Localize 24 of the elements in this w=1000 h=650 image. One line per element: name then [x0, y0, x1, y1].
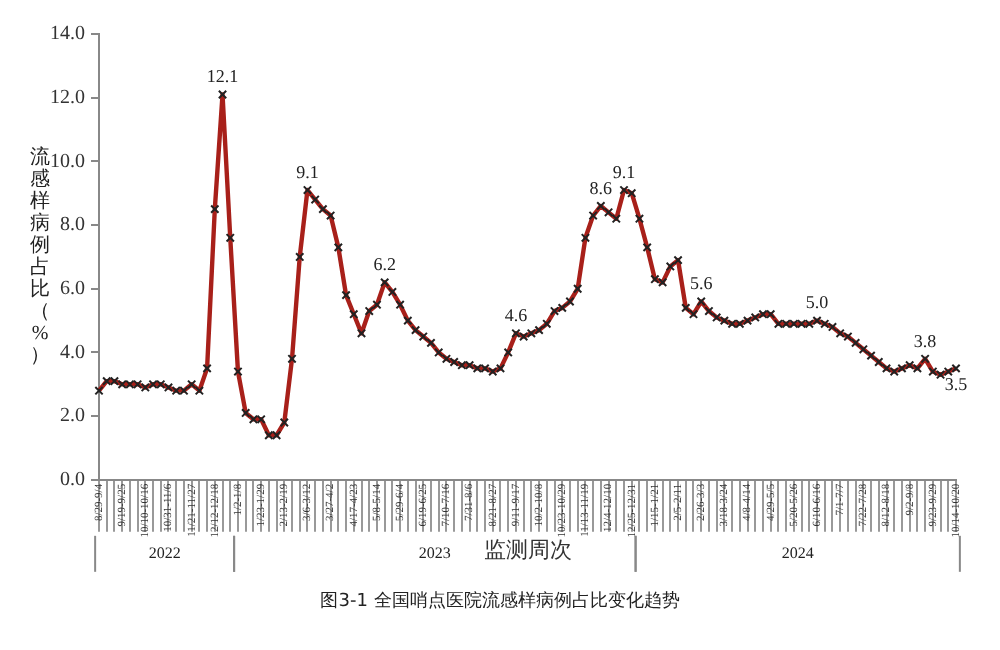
data-label: 8.6	[589, 177, 614, 198]
data-label: 12.1	[206, 66, 239, 87]
y-tick-label: 6.0	[60, 278, 85, 301]
text: 2024	[781, 544, 814, 563]
caption: 图3-1 全国哨点医院流感样病例占比变化趋势	[318, 589, 682, 614]
text: 2023	[418, 544, 451, 563]
data-label: 9.1	[296, 161, 319, 182]
y-tick-label: 0.0	[60, 469, 85, 492]
text: 流感样病例占比（%）	[30, 147, 50, 368]
data-label: 5.0	[805, 292, 830, 313]
data-label: 6.2	[373, 254, 396, 275]
data-label: 9.1	[612, 161, 636, 182]
data-label: 3.8	[913, 330, 938, 351]
data-label: 5.6	[689, 273, 714, 294]
x-axis-title: 监测周次	[483, 538, 572, 563]
data-label: 4.6	[504, 305, 529, 326]
data-label: 3.5	[944, 374, 969, 395]
y-tick-label: 8.0	[60, 214, 85, 237]
y-tick-label: 10.0	[50, 150, 85, 173]
y-tick-label: 12.0	[50, 86, 85, 109]
y-tick-label: 4.0	[60, 341, 85, 364]
y-tick-label: 14.0	[50, 23, 85, 46]
y-tick-label: 2.0	[60, 405, 85, 428]
text: 2022	[148, 544, 181, 563]
